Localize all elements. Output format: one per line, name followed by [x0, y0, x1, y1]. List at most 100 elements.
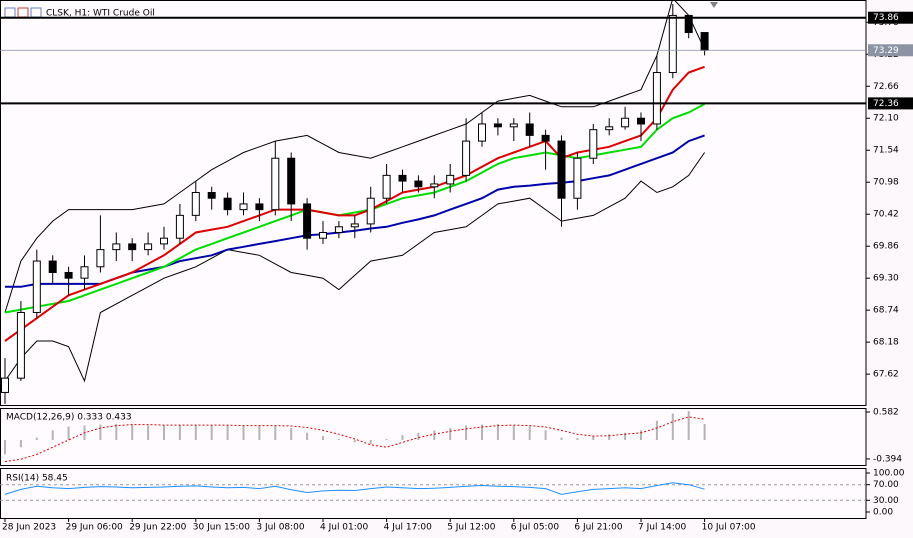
macd-bar — [131, 424, 134, 440]
macd-bar — [353, 439, 356, 443]
x-tick-label: 3 Jul 08:00 — [256, 523, 305, 533]
macd-bar — [210, 425, 213, 440]
macd-bar — [481, 424, 483, 440]
macd-bar — [465, 425, 468, 440]
macd-bar — [337, 439, 340, 440]
indicator-line — [4, 152, 706, 383]
candle-body — [382, 174, 391, 199]
macd-bar — [592, 436, 595, 440]
macd-bar — [608, 434, 611, 440]
candle-body — [144, 243, 153, 251]
candle-body — [700, 32, 709, 51]
macd-bar — [687, 411, 690, 440]
candle-body — [509, 123, 518, 128]
candle-body — [319, 231, 327, 239]
candle-body — [430, 183, 439, 188]
macd-bar — [290, 427, 293, 440]
macd-bar — [369, 439, 372, 444]
macd-bar — [4, 439, 6, 455]
level-label: 72.36 — [873, 99, 899, 109]
macd-bar — [385, 439, 388, 440]
macd-bar — [528, 426, 531, 440]
candle-body — [112, 243, 121, 251]
candle-body — [239, 203, 248, 211]
candle-body — [446, 174, 455, 185]
candle-body — [605, 126, 614, 131]
shift-marker — [710, 2, 718, 8]
candle-body — [64, 271, 73, 279]
macd-bar — [226, 425, 229, 440]
x-tick-label: 6 Jul 05:00 — [511, 523, 560, 533]
candle-body — [621, 117, 630, 128]
x-tick-label: 30 Jun 15:00 — [193, 523, 250, 533]
y-tick-label: 70.00 — [873, 480, 899, 490]
macd-bar — [274, 425, 277, 440]
candle-body — [303, 203, 312, 239]
y-tick-label: 0.582 — [873, 407, 899, 417]
macd-title: MACD(12,26,9) 0.333 0.433 — [6, 413, 132, 423]
x-tick-label: 4 Jul 01:00 — [320, 523, 369, 533]
candle-body — [573, 157, 582, 199]
macd-bar — [417, 432, 420, 440]
macd-bar — [19, 439, 22, 448]
x-tick-label: 10 Jul 07:00 — [702, 523, 756, 533]
y-tick-label: -0.394 — [873, 454, 902, 464]
candle-body — [287, 157, 296, 205]
x-tick-label: 29 Jun 22:00 — [129, 523, 186, 533]
candle-body — [350, 223, 359, 228]
y-tick-label: 30.00 — [873, 496, 899, 506]
macd-bar — [147, 425, 150, 440]
candle-body — [652, 72, 661, 125]
macd-bar — [655, 420, 658, 440]
candle-body — [271, 157, 280, 211]
candle-body — [223, 197, 232, 211]
y-tick-label: 67.62 — [873, 370, 899, 380]
rsi-line — [4, 482, 705, 495]
macd-bar — [671, 413, 674, 440]
macd-bar — [544, 430, 547, 440]
macd-bar — [67, 426, 70, 440]
candle-body — [255, 203, 264, 211]
macd-bar — [576, 438, 579, 440]
candle-body — [684, 14, 693, 34]
macd-bar — [51, 430, 54, 440]
current-price-label: 73.29 — [873, 46, 899, 56]
macd-bar — [496, 424, 499, 440]
rsi-title: RSI(14) 58.45 — [6, 474, 68, 484]
level-label-box — [868, 11, 913, 24]
macd-bar — [115, 424, 118, 440]
signal-line — [4, 416, 705, 463]
candle-body — [462, 140, 471, 176]
candle-body — [160, 237, 168, 245]
macd-bar — [194, 424, 197, 440]
candle-body — [557, 140, 566, 199]
candle-body — [637, 117, 645, 125]
macd-bar — [703, 423, 706, 440]
indicator-line — [4, 0, 706, 313]
y-tick-label: 72.66 — [873, 82, 899, 92]
y-tick-label: 68.18 — [873, 338, 899, 348]
candle-body — [1, 377, 9, 393]
rsi-panel — [0, 468, 867, 519]
x-tick-label: 7 Jul 14:00 — [638, 523, 687, 533]
macd-bar — [624, 432, 627, 440]
y-tick-label: 71.54 — [873, 146, 899, 156]
level-label: 73.86 — [873, 13, 899, 23]
candle-body — [478, 123, 486, 142]
macd-bar — [258, 426, 261, 440]
level-label-box — [868, 97, 913, 110]
y-tick-label: 70.98 — [873, 178, 899, 188]
candle-body — [366, 197, 375, 225]
macd-bar — [401, 435, 404, 440]
candle-body — [48, 260, 57, 273]
macd-bar — [178, 425, 181, 440]
x-tick-label: 4 Jul 17:00 — [384, 523, 433, 533]
y-tick-label: 70.42 — [873, 210, 899, 220]
macd-bar — [560, 437, 563, 440]
macd-bar — [322, 436, 324, 440]
x-tick-label: 28 Jun 2023 — [2, 523, 56, 533]
price-panel — [0, 0, 867, 406]
candle-body — [16, 311, 25, 379]
candle-body — [493, 123, 502, 128]
macd-bar — [99, 424, 102, 440]
